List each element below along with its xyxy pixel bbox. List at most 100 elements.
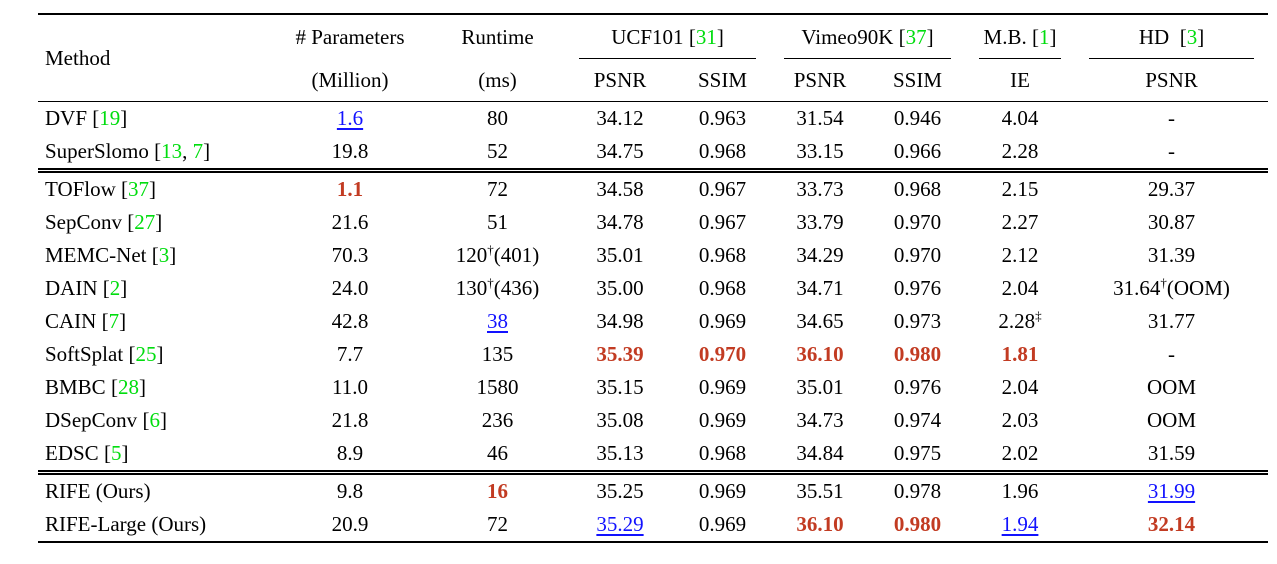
section-competitors: TOFlow [37] 1.1 72 34.58 0.967 33.73 0.968 2.15… — [38, 170, 1269, 473]
parameters-header-line2: (Million) — [311, 67, 389, 92]
value-cell: 52 — [487, 139, 508, 163]
value-cell: 1.6 — [336, 106, 364, 130]
ucf101-midrule — [579, 58, 757, 59]
value-cell: 0.980 — [893, 342, 942, 366]
footnote-marker: † — [1160, 275, 1167, 290]
value-cell: 0.969 — [698, 309, 747, 333]
section-baselines: DVF [19] 1.6 80 34.12 0.963 31.54 0.946 4.04- Su… — [38, 102, 1268, 171]
value-cell: 2.27 — [1001, 210, 1039, 234]
citation-link[interactable]: 37 — [128, 177, 150, 201]
method-name: DSepConv — [45, 408, 138, 432]
footnote-marker: † — [487, 275, 494, 290]
citation-link[interactable]: 3 — [158, 243, 170, 267]
value-cell: 35.25 — [596, 479, 644, 503]
method-cell: CAIN [7] — [45, 309, 127, 333]
value-cell: 2.02 — [1001, 441, 1039, 465]
value-cell: 70.3 — [331, 243, 369, 267]
value-cell: 1.94 — [1001, 512, 1039, 536]
method-name: SoftSplat — [45, 342, 124, 366]
value-cell: 35.08 — [596, 408, 644, 432]
table-row: RIFE (Ours) 9.8 16 35.25 0.969 35.51 0.978 1.96… — [38, 473, 1268, 509]
value-cell: - — [1168, 106, 1176, 130]
value-cell: 35.29 — [596, 512, 644, 536]
value-cell: 72 — [487, 177, 508, 201]
value-cell: 31.59 — [1147, 441, 1196, 465]
citation-link[interactable]: 25 — [135, 342, 157, 366]
value-cell: 16 — [487, 479, 508, 503]
value-cell: 0.968 — [698, 276, 747, 300]
method-name: BMBC — [45, 375, 106, 399]
value-cell: 0.976 — [893, 276, 942, 300]
value-cell: 33.15 — [796, 139, 844, 163]
value-cell: 0.970 — [893, 210, 942, 234]
value-cell: 34.73 — [796, 408, 844, 432]
ucf101-group-header: UCF101 [31] — [565, 14, 770, 59]
value-cell: 34.65 — [796, 309, 844, 333]
value-cell: 236 — [481, 408, 514, 432]
citation-link[interactable]: 31 — [695, 24, 717, 49]
value-cell: - — [1168, 342, 1176, 366]
value-cell: 72 — [487, 512, 508, 536]
value-cell: 34.58 — [596, 177, 644, 201]
value-cell: 30.87 — [1147, 210, 1196, 234]
table-row: EDSC [5] 8.9 46 35.13 0.968 34.84 0.975 2.02 31.… — [38, 437, 1268, 473]
middlebury-group-header: M.B. [1] — [965, 14, 1075, 59]
value-cell: 34.75 — [596, 139, 644, 163]
value-cell: 0.978 — [893, 479, 942, 503]
citation-link[interactable]: 5 — [110, 441, 122, 465]
value-cell: 0.966 — [893, 139, 942, 163]
value-cell: 0.969 — [698, 479, 747, 503]
method-cell: MEMC-Net [3] — [45, 243, 177, 267]
ucf101-ssim-header: SSIM — [697, 67, 748, 92]
value-cell: 120†(401) — [455, 242, 540, 267]
citation-link[interactable]: 37 — [905, 24, 927, 49]
value-cell: 0.980 — [893, 512, 942, 536]
citation-link[interactable]: 6 — [149, 408, 160, 432]
value-cell: 35.15 — [596, 375, 644, 399]
value-cell: 34.12 — [596, 106, 644, 130]
value-cell: 0.967 — [698, 177, 747, 201]
citation-link[interactable]: 1 — [1038, 24, 1050, 49]
value-cell: 31.39 — [1147, 243, 1196, 267]
value-cell: 0.967 — [698, 210, 747, 234]
value-cell: 0.969 — [698, 375, 747, 399]
citation-link[interactable]: 27 — [134, 210, 156, 234]
table-row: BMBC [28] 11.0 1580 35.15 0.969 35.01 0.976 2.0… — [38, 371, 1268, 404]
table-row: TOFlow [37] 1.1 72 34.58 0.967 33.73 0.968 2.15… — [38, 171, 1268, 207]
value-cell: 2.03 — [1001, 408, 1039, 432]
citation-link[interactable]: 28 — [117, 375, 139, 399]
header-row-metrics: PSNR SSIM PSNR SSIM IE PSNR — [38, 59, 1268, 102]
middlebury-midrule — [979, 58, 1062, 59]
hd-psnr-header: PSNR — [1145, 67, 1198, 92]
method-cell: BMBC [28] — [45, 375, 146, 399]
method-name: DAIN — [45, 276, 98, 300]
citation-link[interactable]: 7 — [108, 309, 120, 333]
method-name: SuperSlomo — [45, 139, 149, 163]
runtime-column-header: Runtime (ms) — [430, 14, 565, 102]
value-cell: 35.39 — [596, 342, 644, 366]
method-cell: DAIN [2] — [45, 276, 128, 300]
value-cell: 2.04 — [1001, 375, 1039, 399]
value-cell: 21.6 — [331, 210, 369, 234]
section-ours: RIFE (Ours) 9.8 16 35.25 0.969 35.51 0.978 1.96… — [38, 472, 1269, 543]
value-cell: 35.51 — [796, 479, 844, 503]
value-cell: 0.974 — [893, 408, 942, 432]
header-row-groups: Method # Parameters (Million) Runtime (m… — [38, 14, 1268, 92]
vimeo90k-group-header: Vimeo90K [37] — [770, 14, 965, 59]
table-row: SepConv [27] 21.6 51 34.78 0.967 33.79 0.970 2.… — [38, 206, 1268, 239]
value-cell: 31.99 — [1147, 479, 1196, 503]
value-cell: 33.73 — [796, 177, 844, 201]
value-cell: 2.15 — [1001, 177, 1039, 201]
citation-link[interactable]: 13 — [161, 139, 183, 163]
value-cell: 0.968 — [698, 243, 747, 267]
citation-link[interactable]: 7 — [192, 139, 204, 163]
value-cell: 31.77 — [1147, 309, 1196, 333]
footnote-marker: † — [487, 242, 494, 257]
citation-link[interactable]: 2 — [109, 276, 121, 300]
ucf101-psnr-header: PSNR — [593, 67, 647, 92]
value-cell: 20.9 — [331, 512, 369, 536]
citation-link[interactable]: 19 — [99, 106, 121, 130]
citation-link[interactable]: 3 — [1186, 24, 1198, 49]
value-cell: 32.14 — [1147, 512, 1196, 536]
value-cell: 31.64†(OOM) — [1113, 275, 1230, 300]
